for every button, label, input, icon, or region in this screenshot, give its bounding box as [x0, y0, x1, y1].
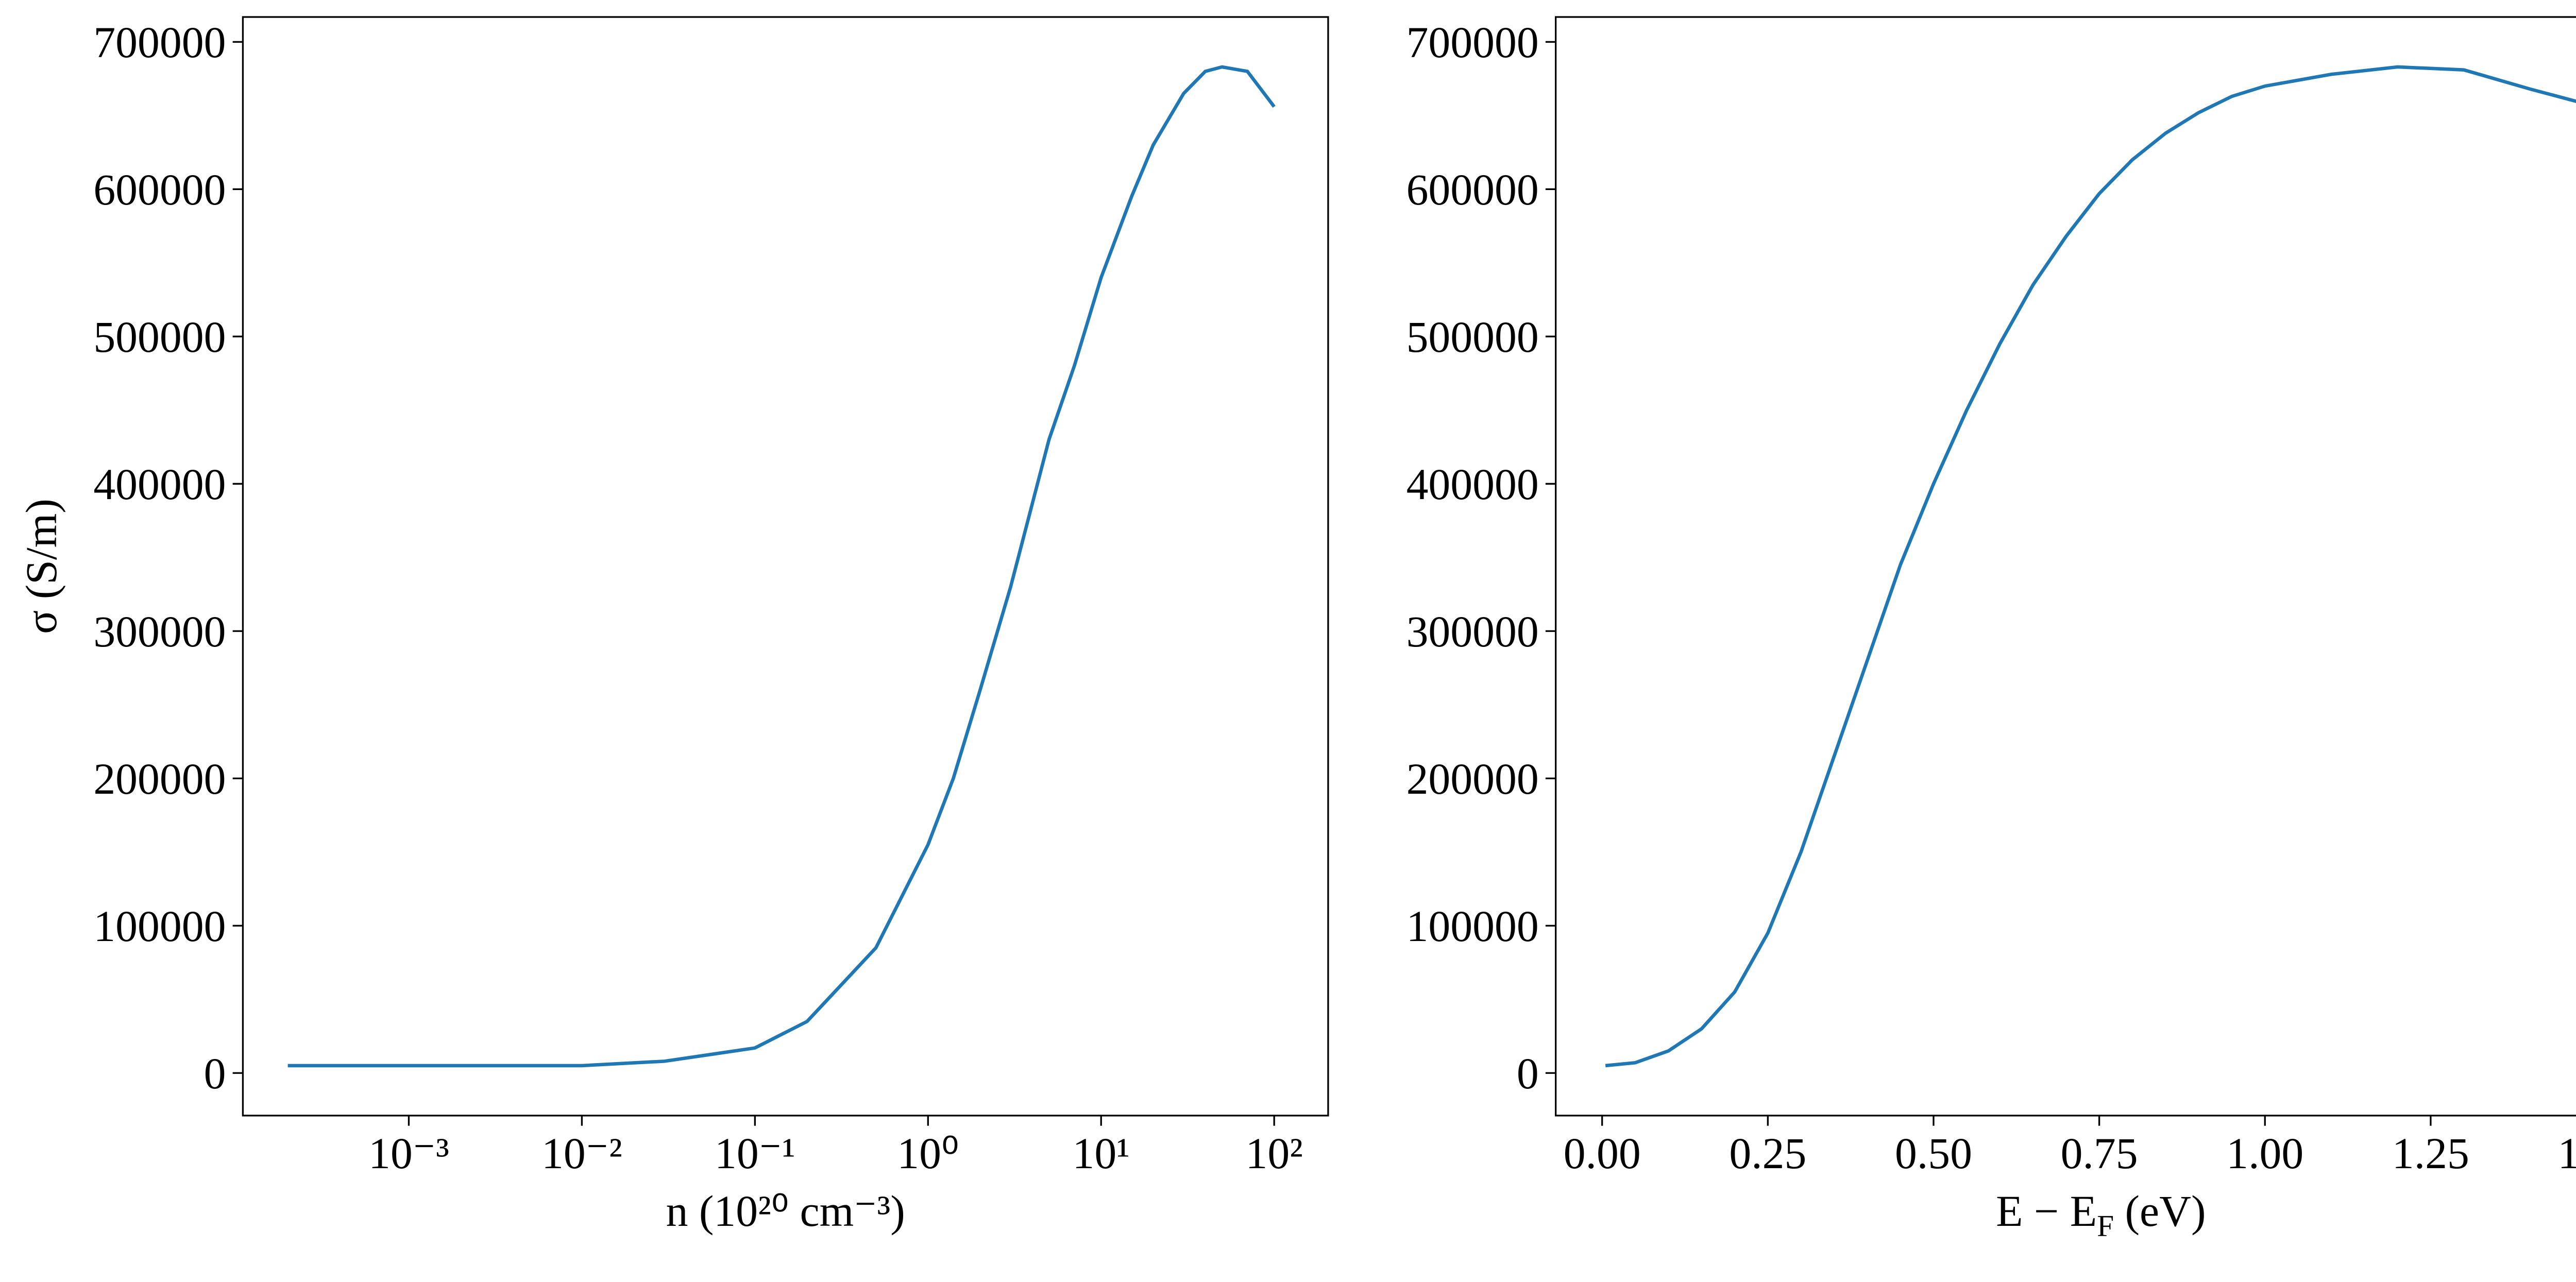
x-tick-label: 10⁰: [897, 1129, 959, 1178]
y-tick-label: 100000: [93, 902, 226, 951]
x-axis-label: n (10²⁰ cm⁻³): [666, 1187, 905, 1236]
y-tick-label: 600000: [1406, 165, 1539, 214]
y-tick-label: 0: [204, 1049, 226, 1098]
x-tick-label: 1.25: [2392, 1129, 2469, 1178]
x-tick-label: 10⁻¹: [715, 1129, 795, 1178]
x-tick-label: 1.00: [2226, 1129, 2303, 1178]
line: [287, 65, 1276, 1068]
y-tick-label: 100000: [1406, 902, 1539, 951]
x-axis-label-rest: (eV): [2114, 1187, 2206, 1236]
x-tick-label: 0.00: [1564, 1129, 1641, 1178]
x-tick-label: 0.75: [2061, 1129, 2138, 1178]
y-axis-label: σ (S/m): [17, 499, 66, 634]
x-tick-label: 0.25: [1729, 1129, 1806, 1178]
y-tick-label: 500000: [93, 313, 226, 362]
y-tick-label: 400000: [93, 460, 226, 509]
y-tick-label: 400000: [1406, 460, 1539, 509]
y-tick-label: 300000: [1406, 607, 1539, 656]
y-tick-label: 300000: [93, 607, 226, 656]
y-tick-label: 200000: [1406, 755, 1539, 804]
x-tick-label: 10⁻²: [541, 1129, 622, 1178]
x-axis-label-sub: F: [2097, 1209, 2114, 1243]
x-axis-label-main: n (10²⁰ cm⁻³): [666, 1187, 905, 1236]
plot-frame: [242, 16, 1329, 1117]
x-tick-label: 1.50: [2558, 1129, 2576, 1178]
x-tick-label: 10⁻³: [368, 1129, 449, 1178]
x-tick-label: 10²: [1245, 1129, 1302, 1178]
y-tick-label: 700000: [1406, 18, 1539, 67]
y-tick-label: 600000: [93, 165, 226, 214]
y-tick-label: 200000: [93, 755, 226, 804]
y-tick-label: 0: [1517, 1049, 1539, 1098]
x-tick-label: 0.50: [1895, 1129, 1972, 1178]
y-tick-label: 500000: [1406, 313, 1539, 362]
line: [1605, 65, 2576, 1068]
x-axis-label: E − EF (eV): [1996, 1187, 2206, 1243]
y-tick-label: 700000: [93, 18, 226, 67]
plot-frame: [1554, 16, 2576, 1117]
x-tick-label: 10¹: [1073, 1129, 1130, 1178]
x-axis-label-main: E − E: [1996, 1187, 2097, 1236]
